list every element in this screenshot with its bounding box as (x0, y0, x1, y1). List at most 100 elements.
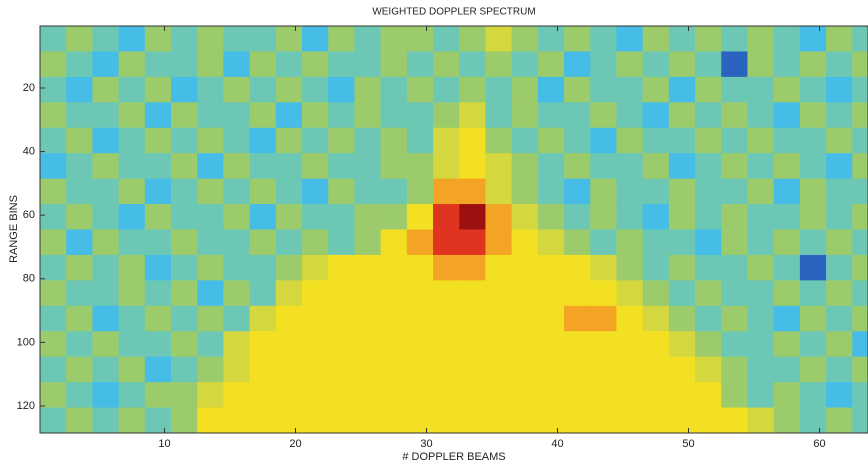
heatmap-cell (381, 51, 408, 77)
heatmap-cell (302, 306, 329, 332)
heatmap-cell (774, 357, 801, 383)
heatmap-cell (92, 408, 119, 434)
heatmap-cell (800, 306, 827, 332)
heatmap-cell (223, 255, 250, 281)
heatmap-cell (538, 230, 565, 256)
heatmap-cell (276, 51, 303, 77)
heatmap-cell (721, 280, 748, 306)
heatmap-cell (774, 331, 801, 357)
heatmap-cell (485, 331, 512, 357)
heatmap-cell (590, 102, 617, 128)
heatmap-cell (826, 51, 853, 77)
heatmap-cell (774, 51, 801, 77)
heatmap-cell (354, 128, 381, 154)
heatmap-cell (459, 408, 486, 434)
heatmap-cell (354, 102, 381, 128)
heatmap-cell (826, 77, 853, 103)
heatmap-cell (721, 382, 748, 408)
heatmap-cell (800, 408, 827, 434)
heatmap-cell (354, 77, 381, 103)
heatmap-cell (381, 408, 408, 434)
heatmap-cell (119, 179, 146, 205)
heatmap-cell (826, 408, 853, 434)
heatmap-cell (747, 230, 774, 256)
heatmap-cell (459, 306, 486, 332)
heatmap-cell (590, 51, 617, 77)
heatmap-cell (145, 230, 172, 256)
heatmap-cell (92, 306, 119, 332)
heatmap-cell (826, 179, 853, 205)
heatmap-cell (695, 230, 722, 256)
heatmap-cell (826, 128, 853, 154)
heatmap-cell (302, 382, 329, 408)
heatmap-cell (747, 306, 774, 332)
heatmap-cell (302, 255, 329, 281)
heatmap-cell (197, 280, 224, 306)
x-tick-label: 50 (682, 438, 694, 450)
heatmap-cell (800, 255, 827, 281)
heatmap-cell (223, 77, 250, 103)
heatmap-cell (381, 280, 408, 306)
heatmap-cell (747, 357, 774, 383)
heatmap-cell (459, 51, 486, 77)
heatmap-cell (171, 204, 198, 230)
heatmap-cell (616, 204, 643, 230)
heatmap-cell (433, 77, 460, 103)
heatmap-cell (197, 230, 224, 256)
heatmap-cell (774, 204, 801, 230)
heatmap-cell (66, 51, 93, 77)
heatmap-cell (590, 153, 617, 179)
x-tick-label: 10 (158, 438, 170, 450)
heatmap-cell (433, 51, 460, 77)
y-axis-label: RANGE BINS (8, 195, 20, 263)
heatmap-cell (119, 408, 146, 434)
heatmap-cell (250, 230, 277, 256)
heatmap-cell (852, 102, 868, 128)
heatmap-cell (852, 306, 868, 332)
heatmap-cell (616, 230, 643, 256)
heatmap-cell (721, 357, 748, 383)
y-tick-label: 60 (23, 209, 35, 221)
heatmap-cell (302, 408, 329, 434)
heatmap-cell (721, 331, 748, 357)
heatmap-cell (145, 26, 172, 52)
heatmap-cell (459, 230, 486, 256)
heatmap-cell (538, 306, 565, 332)
heatmap-cell (459, 255, 486, 281)
heatmap-cell (197, 153, 224, 179)
heatmap-cell (223, 128, 250, 154)
heatmap-cell (747, 204, 774, 230)
heatmap-cell (852, 77, 868, 103)
heatmap-cell (40, 408, 67, 434)
heatmap-cell (250, 153, 277, 179)
heatmap-cell (145, 357, 172, 383)
heatmap-cell (250, 408, 277, 434)
heatmap-cell (381, 102, 408, 128)
heatmap-cell (250, 255, 277, 281)
heatmap-cell (302, 204, 329, 230)
heatmap-cell (276, 77, 303, 103)
heatmap-cell (852, 204, 868, 230)
heatmap-cell (590, 179, 617, 205)
heatmap-cell (250, 280, 277, 306)
heatmap-cell (564, 153, 591, 179)
heatmap-cell (564, 331, 591, 357)
heatmap-cell (669, 102, 696, 128)
heatmap-cell (512, 306, 539, 332)
heatmap-cell (145, 102, 172, 128)
heatmap-cell (328, 128, 355, 154)
heatmap-cell (643, 382, 670, 408)
heatmap-cell (354, 230, 381, 256)
x-tick-label: 20 (289, 438, 301, 450)
heatmap-cell (643, 306, 670, 332)
heatmap-cell (826, 230, 853, 256)
heatmap-cell (433, 408, 460, 434)
heatmap-cell (747, 153, 774, 179)
heatmap-cell (826, 331, 853, 357)
heatmap-cell (197, 179, 224, 205)
heatmap-cell (276, 179, 303, 205)
heatmap-cell (459, 77, 486, 103)
heatmap-cell (800, 128, 827, 154)
heatmap-cell (119, 255, 146, 281)
heatmap-cell (669, 306, 696, 332)
